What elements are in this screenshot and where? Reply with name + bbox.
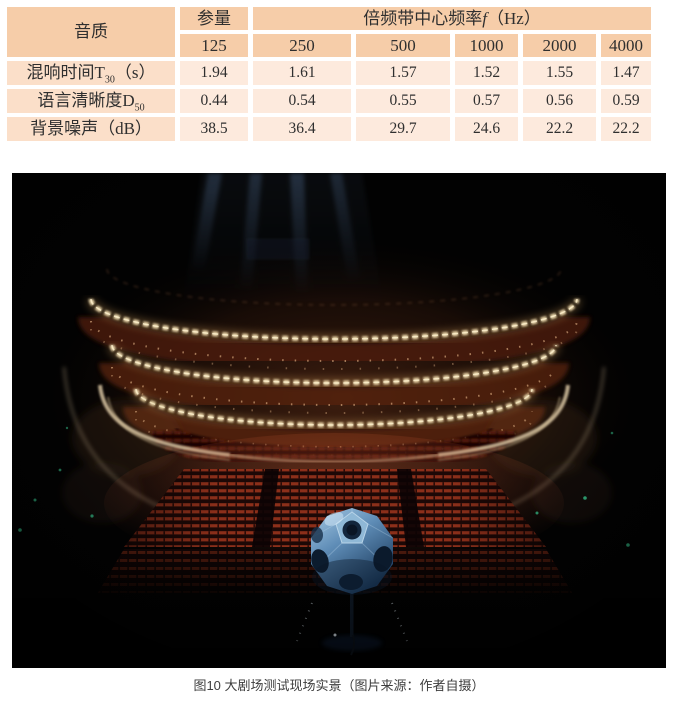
cell-noise-1000: 24.6 xyxy=(455,117,518,141)
cell-d50-2000: 0.56 xyxy=(523,89,596,113)
freq-col-250: 250 xyxy=(253,34,351,57)
document-page: 音质 参量 倍频带中心频率f（Hz） 125 250 500 1000 2000… xyxy=(0,3,684,694)
row-label-t30: 混响时间T30（s） xyxy=(7,61,175,85)
cell-noise-250: 36.4 xyxy=(253,117,351,141)
freq-col-1000: 1000 xyxy=(455,34,518,57)
cell-t30-250: 1.61 xyxy=(253,61,351,85)
cell-noise-4000: 22.2 xyxy=(601,117,651,141)
row-label-subscript: 30 xyxy=(104,74,115,86)
row-label-d50: 语言清晰度D50 xyxy=(7,89,175,113)
cell-noise-2000: 22.2 xyxy=(523,117,596,141)
theater-scene xyxy=(12,173,666,668)
cell-t30-125: 1.94 xyxy=(180,61,248,85)
figure-caption: 图10 大剧场测试现场实景（图片来源：作者自摄） xyxy=(193,678,485,693)
table-corner-header: 音质 xyxy=(7,7,175,57)
freq-unit: （Hz） xyxy=(486,8,541,28)
freq-header-text: 倍频带中心频率 xyxy=(363,8,483,28)
cell-d50-500: 0.55 xyxy=(356,89,450,113)
table-row-background-noise: 背景噪声（dB） 38.5 36.4 29.7 24.6 22.2 22.2 xyxy=(7,117,651,141)
cell-t30-2000: 1.55 xyxy=(523,61,596,85)
row-label-subscript: 50 xyxy=(134,102,145,114)
cell-t30-1000: 1.52 xyxy=(455,61,518,85)
theater-photo xyxy=(12,173,666,668)
cell-d50-1000: 0.57 xyxy=(455,89,518,113)
row-label-text: 混响时间T xyxy=(26,63,105,83)
cell-d50-250: 0.54 xyxy=(253,89,351,113)
row-label-text: 背景噪声（dB） xyxy=(30,119,152,139)
freq-symbol: f xyxy=(482,8,487,28)
row-label-text: 语言清晰度D xyxy=(37,91,135,111)
cell-t30-4000: 1.47 xyxy=(601,61,651,85)
table-frequency-header: 倍频带中心频率f（Hz） xyxy=(253,7,651,30)
freq-col-4000: 4000 xyxy=(601,34,651,57)
cell-t30-500: 1.57 xyxy=(356,61,450,85)
cell-noise-125: 38.5 xyxy=(180,117,248,141)
table-param-header: 参量 xyxy=(180,7,248,30)
cell-noise-500: 29.7 xyxy=(356,117,450,141)
freq-col-125: 125 xyxy=(180,34,248,57)
cell-d50-125: 0.44 xyxy=(180,89,248,113)
acoustics-table: 音质 参量 倍频带中心频率f（Hz） 125 250 500 1000 2000… xyxy=(2,3,656,145)
table-row-speech-clarity: 语言清晰度D50 0.44 0.54 0.55 0.57 0.56 0.59 xyxy=(7,89,651,113)
cell-d50-4000: 0.59 xyxy=(601,89,651,113)
vignette xyxy=(12,173,666,668)
freq-col-500: 500 xyxy=(356,34,450,57)
row-label-noise: 背景噪声（dB） xyxy=(7,117,175,141)
figure: 图10 大剧场测试现场实景（图片来源：作者自摄） xyxy=(12,173,666,694)
table-row-reverberation-time: 混响时间T30（s） 1.94 1.61 1.57 1.52 1.55 1.47 xyxy=(7,61,651,85)
freq-col-2000: 2000 xyxy=(523,34,596,57)
row-label-unit: （s） xyxy=(114,63,156,83)
